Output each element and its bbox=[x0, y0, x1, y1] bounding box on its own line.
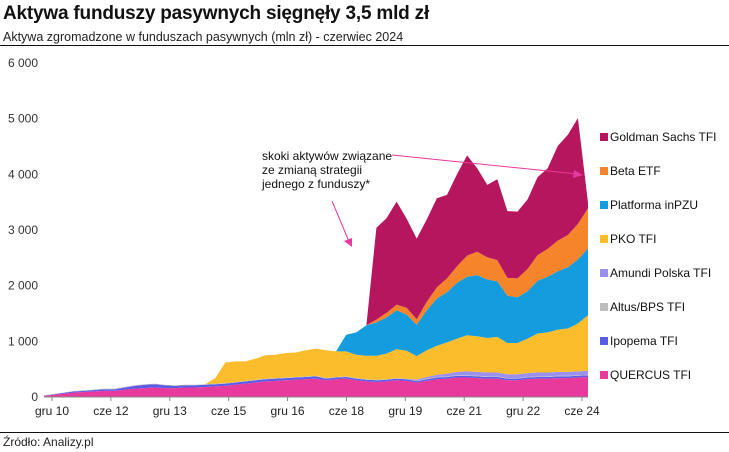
legend-swatch bbox=[600, 269, 608, 277]
x-tick-label: gru 19 bbox=[388, 404, 422, 418]
area-series-ipopema-tfi bbox=[44, 375, 588, 396]
x-tick-label: gru 16 bbox=[271, 404, 305, 418]
x-axis: gru 10 cze 12 gru 13 cze 15 gru 16 cze 18 gru … bbox=[35, 397, 600, 418]
y-tick-label: 1 000 bbox=[8, 334, 38, 348]
annotation-arrowhead-right bbox=[573, 170, 583, 178]
annotation-line-1: skoki aktywów związane bbox=[262, 149, 392, 163]
legend-swatch bbox=[600, 371, 608, 379]
area-series-pko-tfi bbox=[44, 315, 588, 396]
x-tick-label: cze 15 bbox=[211, 404, 247, 418]
legend-label: Beta ETF bbox=[610, 164, 661, 178]
legend-label: Altus/BPS TFI bbox=[610, 300, 685, 314]
x-tick-label: gru 22 bbox=[506, 404, 540, 418]
source-note: Źródło: Analizy.pl bbox=[3, 435, 94, 449]
legend-label: Ipopema TFI bbox=[610, 334, 678, 348]
x-tick-label: cze 24 bbox=[564, 404, 600, 418]
legend-swatch bbox=[600, 235, 608, 243]
legend-swatch bbox=[600, 133, 608, 141]
x-tick-label: cze 12 bbox=[93, 404, 129, 418]
footer-divider bbox=[0, 432, 729, 433]
legend: Goldman Sachs TFI Beta ETF Platforma inPZU… bbox=[600, 130, 717, 382]
legend-swatch bbox=[600, 337, 608, 345]
area-series-altus-bps-tfi bbox=[44, 374, 588, 396]
area-series-platforma-inpzu bbox=[44, 248, 588, 396]
chart-subtitle: Aktywa zgromadzone w funduszach pasywnyc… bbox=[3, 30, 404, 44]
annotation-arrowhead-left bbox=[344, 238, 352, 247]
legend-label: Platforma inPZU bbox=[610, 198, 698, 212]
y-tick-label: 5 000 bbox=[8, 112, 38, 126]
header-divider bbox=[0, 45, 729, 46]
y-tick-label: 3 000 bbox=[8, 223, 38, 237]
area-series-quercus-tfi bbox=[44, 377, 588, 397]
annotation-line-2: ze zmianą strategii bbox=[262, 163, 362, 177]
y-axis: 0 1 000 2 000 3 000 4 000 5 000 6 000 bbox=[8, 56, 38, 404]
x-tick-label: cze 18 bbox=[329, 404, 365, 418]
x-tick-label: gru 13 bbox=[153, 404, 187, 418]
y-tick-label: 2 000 bbox=[8, 279, 38, 293]
y-tick-label: 6 000 bbox=[8, 56, 38, 70]
y-tick-label: 0 bbox=[31, 390, 38, 404]
annotation-line-3: jednego z funduszy* bbox=[261, 177, 370, 191]
y-tick-label: 4 000 bbox=[8, 167, 38, 181]
area-series-amundi-polska-tfi bbox=[44, 370, 588, 396]
area-series-goldman-sachs-tfi bbox=[44, 118, 588, 396]
stacked-areas bbox=[44, 118, 588, 397]
annotation-arrow-left bbox=[331, 200, 351, 245]
annotation-arrow-right bbox=[391, 154, 579, 175]
legend-swatch bbox=[600, 201, 608, 209]
annotation: skoki aktywów związane ze zmianą strateg… bbox=[261, 149, 583, 247]
legend-label: QUERCUS TFI bbox=[610, 368, 691, 382]
legend-label: Goldman Sachs TFI bbox=[610, 130, 717, 144]
x-tick-label: cze 21 bbox=[447, 404, 483, 418]
legend-label: PKO TFI bbox=[610, 232, 656, 246]
chart-title: Aktywa funduszy pasywnych sięgnęły 3,5 m… bbox=[3, 3, 430, 24]
legend-label: Amundi Polska TFI bbox=[610, 266, 711, 280]
legend-swatch bbox=[600, 303, 608, 311]
x-tick-label: gru 10 bbox=[35, 404, 69, 418]
legend-swatch bbox=[600, 167, 608, 175]
